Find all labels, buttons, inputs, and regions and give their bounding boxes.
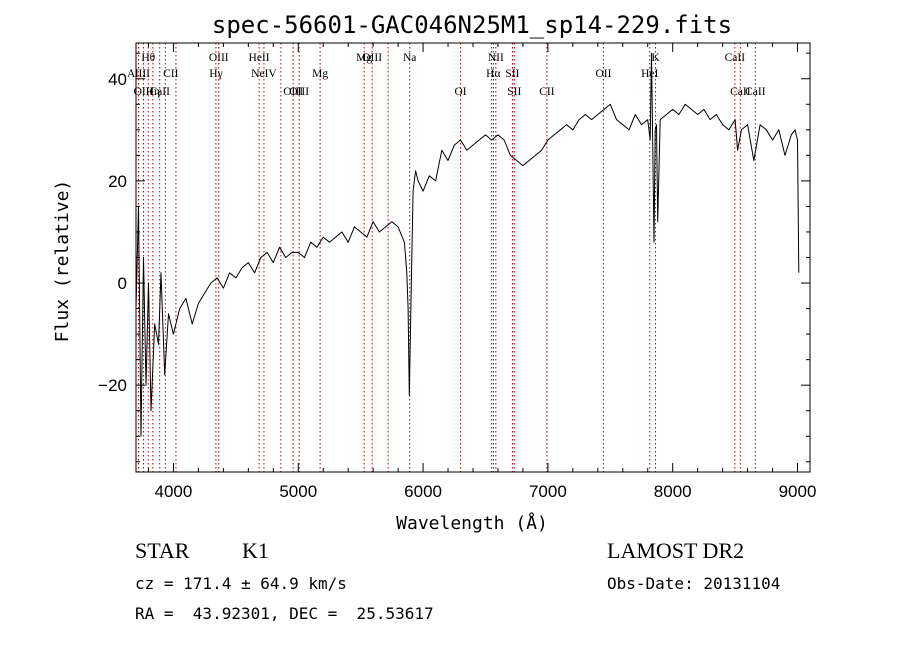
y-tick-label: 20	[108, 172, 127, 191]
survey-name: LAMOST DR2	[607, 538, 745, 563]
object-type: STAR	[135, 538, 190, 563]
x-tick-label: 9000	[779, 482, 817, 501]
y-axis-label: Flux (relative)	[52, 180, 73, 343]
line-label: CaII	[730, 86, 751, 98]
axis-ticks	[136, 43, 810, 472]
x-tick-label: 8000	[654, 482, 692, 501]
emission-line-markers	[137, 43, 756, 472]
x-tick-label: 6000	[404, 482, 442, 501]
line-label: CII	[539, 86, 555, 98]
line-label: Hθ	[141, 52, 155, 64]
y-tick-label: 40	[108, 70, 127, 89]
line-label: SII	[507, 86, 521, 98]
coordinates: RA = 43.92301, DEC = 25.53617	[135, 604, 434, 623]
line-label: Mg	[312, 68, 328, 80]
line-label: OII	[595, 68, 611, 80]
y-tick-label: 0	[118, 274, 127, 293]
redshift-info: cz = 171.4 ± 64.9 km/s	[135, 574, 347, 593]
y-tick-label: −20	[98, 376, 127, 395]
line-label: CII	[163, 68, 179, 80]
line-label: NII	[488, 52, 504, 64]
spectrum-series	[135, 52, 800, 437]
line-label: Mg	[356, 52, 372, 64]
line-label: NeIV	[251, 68, 277, 80]
line-label: Hγ	[209, 68, 222, 80]
line-label: HeI	[641, 68, 658, 80]
line-label: OIII	[209, 52, 229, 64]
line-label: Hα	[486, 68, 500, 80]
line-label: OIII	[289, 86, 309, 98]
line-label: OIII	[283, 86, 303, 98]
observation-date: Obs-Date: 20131104	[607, 574, 781, 593]
line-label: Hη	[146, 86, 160, 98]
line-label: SII	[505, 68, 519, 80]
chart-title: spec-56601-GAC046N25M1_sp14-229.fits	[212, 11, 732, 39]
line-label: OIII	[134, 86, 154, 98]
line-label: K	[651, 52, 660, 64]
spectrum-line-0	[135, 52, 800, 437]
line-label: CaII	[745, 86, 766, 98]
line-label: Na	[403, 52, 416, 64]
line-label: OI	[454, 86, 466, 98]
object-subclass: K1	[242, 538, 269, 563]
line-label: CaII	[149, 86, 170, 98]
plot-frame	[135, 42, 811, 473]
line-label: AlIII	[127, 68, 150, 80]
x-tick-label: 7000	[529, 482, 567, 501]
x-tick-label: 4000	[155, 482, 193, 501]
x-axis-label: Wavelength (Å)	[396, 512, 548, 534]
x-tick-label: 5000	[279, 482, 317, 501]
line-label: OIII	[362, 52, 382, 64]
line-label: HeII	[249, 52, 270, 64]
axis-tick-labels: 4000 5000 6000 7000 8000 9000 −20 0 20 40	[98, 70, 816, 501]
line-label: CaII	[725, 52, 746, 64]
emission-line-labels: HθAlIIIOIIIHηCaIICIIOIIIHγHeIINeIVOIIIOI…	[127, 52, 766, 98]
